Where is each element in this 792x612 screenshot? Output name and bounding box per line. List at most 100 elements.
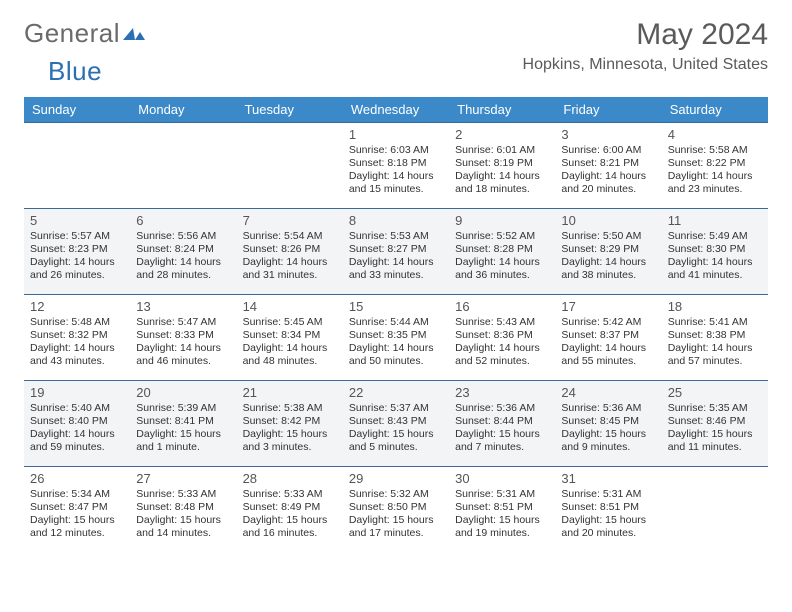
- logo-mark-icon: [123, 18, 145, 49]
- day-number: 13: [136, 299, 230, 314]
- day-header: Friday: [555, 97, 661, 123]
- calendar-cell: 19 Sunrise: 5:40 AMSunset: 8:40 PMDayligh…: [24, 381, 130, 467]
- day-number: 1: [349, 127, 443, 142]
- daylight-text: Daylight: 14 hours and 59 minutes.: [30, 428, 124, 454]
- sunrise-text: Sunrise: 6:03 AM: [349, 144, 443, 157]
- calendar-cell: 20Sunrise: 5:39 AMSunset: 8:41 PMDayligh…: [130, 381, 236, 467]
- calendar-body: 1Sunrise: 6:03 AMSunset: 8:18 PMDaylight…: [24, 123, 768, 553]
- day-number: 2: [455, 127, 549, 142]
- calendar-week-row: 1Sunrise: 6:03 AMSunset: 8:18 PMDaylight…: [24, 123, 768, 209]
- daylight-text: Daylight: 15 hours and 3 minutes.: [243, 428, 337, 454]
- month-title: May 2024: [523, 18, 768, 52]
- sunset-text: Sunset: 8:51 PM: [455, 501, 549, 514]
- sunset-text: Sunset: 8:19 PM: [455, 157, 549, 170]
- logo-text-2: Blue: [24, 56, 102, 87]
- calendar-cell: 30Sunrise: 5:31 AMSunset: 8:51 PMDayligh…: [449, 467, 555, 553]
- calendar-cell: 23Sunrise: 5:36 AMSunset: 8:44 PMDayligh…: [449, 381, 555, 467]
- day-number: 7: [243, 213, 337, 228]
- calendar-header-row: SundayMondayTuesdayWednesdayThursdayFrid…: [24, 97, 768, 123]
- day-number: 28: [243, 471, 337, 486]
- sunset-text: Sunset: 8:21 PM: [561, 157, 655, 170]
- daylight-text: Daylight: 14 hours and 55 minutes.: [561, 342, 655, 368]
- calendar-cell: 16Sunrise: 5:43 AMSunset: 8:36 PMDayligh…: [449, 295, 555, 381]
- sunset-text: Sunset: 8:32 PM: [30, 329, 124, 342]
- day-number: 31: [561, 471, 655, 486]
- daylight-text: Daylight: 14 hours and 57 minutes.: [668, 342, 762, 368]
- sunset-text: Sunset: 8:23 PM: [30, 243, 124, 256]
- sunrise-text: Sunrise: 5:45 AM: [243, 316, 337, 329]
- sunrise-text: Sunrise: 5:44 AM: [349, 316, 443, 329]
- daylight-text: Daylight: 14 hours and 20 minutes.: [561, 170, 655, 196]
- calendar-cell: 15Sunrise: 5:44 AMSunset: 8:35 PMDayligh…: [343, 295, 449, 381]
- sunset-text: Sunset: 8:44 PM: [455, 415, 549, 428]
- logo-text-1: General: [24, 18, 120, 49]
- sunrise-text: Sunrise: 5:36 AM: [561, 402, 655, 415]
- sunrise-text: Sunrise: 5:52 AM: [455, 230, 549, 243]
- daylight-text: Daylight: 14 hours and 18 minutes.: [455, 170, 549, 196]
- calendar-cell: 31Sunrise: 5:31 AMSunset: 8:51 PMDayligh…: [555, 467, 661, 553]
- sunset-text: Sunset: 8:36 PM: [455, 329, 549, 342]
- sunset-text: Sunset: 8:22 PM: [668, 157, 762, 170]
- sunrise-text: Sunrise: 5:36 AM: [455, 402, 549, 415]
- calendar-cell: 6Sunrise: 5:56 AMSunset: 8:24 PMDaylight…: [130, 209, 236, 295]
- sunset-text: Sunset: 8:45 PM: [561, 415, 655, 428]
- calendar-cell: [237, 123, 343, 209]
- day-number: 26: [30, 471, 124, 486]
- sunset-text: Sunset: 8:51 PM: [561, 501, 655, 514]
- sunrise-text: Sunrise: 5:53 AM: [349, 230, 443, 243]
- day-number: 25: [668, 385, 762, 400]
- day-header: Sunday: [24, 97, 130, 123]
- sunrise-text: Sunrise: 5:32 AM: [349, 488, 443, 501]
- daylight-text: Daylight: 14 hours and 50 minutes.: [349, 342, 443, 368]
- daylight-text: Daylight: 15 hours and 5 minutes.: [349, 428, 443, 454]
- day-header: Tuesday: [237, 97, 343, 123]
- daylight-text: Daylight: 15 hours and 14 minutes.: [136, 514, 230, 540]
- calendar-cell: 11Sunrise: 5:49 AMSunset: 8:30 PMDayligh…: [662, 209, 768, 295]
- sunrise-text: Sunrise: 5:40 AM: [30, 402, 124, 415]
- calendar-cell: 9Sunrise: 5:52 AMSunset: 8:28 PMDaylight…: [449, 209, 555, 295]
- day-number: 16: [455, 299, 549, 314]
- calendar-week-row: 12Sunrise: 5:48 AMSunset: 8:32 PMDayligh…: [24, 295, 768, 381]
- day-number: 11: [668, 213, 762, 228]
- daylight-text: Daylight: 14 hours and 38 minutes.: [561, 256, 655, 282]
- calendar-table: SundayMondayTuesdayWednesdayThursdayFrid…: [24, 97, 768, 553]
- sunset-text: Sunset: 8:43 PM: [349, 415, 443, 428]
- daylight-text: Daylight: 14 hours and 52 minutes.: [455, 342, 549, 368]
- sunrise-text: Sunrise: 5:56 AM: [136, 230, 230, 243]
- sunrise-text: Sunrise: 5:33 AM: [243, 488, 337, 501]
- sunset-text: Sunset: 8:40 PM: [30, 415, 124, 428]
- sunrise-text: Sunrise: 5:54 AM: [243, 230, 337, 243]
- calendar-cell: 27Sunrise: 5:33 AMSunset: 8:48 PMDayligh…: [130, 467, 236, 553]
- calendar-cell: 2Sunrise: 6:01 AMSunset: 8:19 PMDaylight…: [449, 123, 555, 209]
- daylight-text: Daylight: 14 hours and 23 minutes.: [668, 170, 762, 196]
- sunset-text: Sunset: 8:30 PM: [668, 243, 762, 256]
- sunset-text: Sunset: 8:33 PM: [136, 329, 230, 342]
- logo: General: [24, 18, 145, 49]
- sunset-text: Sunset: 8:47 PM: [30, 501, 124, 514]
- calendar-cell: 13Sunrise: 5:47 AMSunset: 8:33 PMDayligh…: [130, 295, 236, 381]
- daylight-text: Daylight: 15 hours and 12 minutes.: [30, 514, 124, 540]
- daylight-text: Daylight: 15 hours and 9 minutes.: [561, 428, 655, 454]
- day-header: Saturday: [662, 97, 768, 123]
- day-number: 30: [455, 471, 549, 486]
- sunrise-text: Sunrise: 5:38 AM: [243, 402, 337, 415]
- day-number: 8: [349, 213, 443, 228]
- daylight-text: Daylight: 14 hours and 26 minutes.: [30, 256, 124, 282]
- day-number: 12: [30, 299, 124, 314]
- day-number: 18: [668, 299, 762, 314]
- day-number: 21: [243, 385, 337, 400]
- sunset-text: Sunset: 8:41 PM: [136, 415, 230, 428]
- calendar-cell: 12Sunrise: 5:48 AMSunset: 8:32 PMDayligh…: [24, 295, 130, 381]
- sunrise-text: Sunrise: 5:58 AM: [668, 144, 762, 157]
- sunrise-text: Sunrise: 5:33 AM: [136, 488, 230, 501]
- calendar-cell: 26Sunrise: 5:34 AMSunset: 8:47 PMDayligh…: [24, 467, 130, 553]
- daylight-text: Daylight: 15 hours and 7 minutes.: [455, 428, 549, 454]
- calendar-cell: 18Sunrise: 5:41 AMSunset: 8:38 PMDayligh…: [662, 295, 768, 381]
- day-number: 10: [561, 213, 655, 228]
- day-number: 29: [349, 471, 443, 486]
- sunrise-text: Sunrise: 5:47 AM: [136, 316, 230, 329]
- day-header: Thursday: [449, 97, 555, 123]
- day-number: 19: [30, 385, 124, 400]
- day-number: 27: [136, 471, 230, 486]
- calendar-cell: 3Sunrise: 6:00 AMSunset: 8:21 PMDaylight…: [555, 123, 661, 209]
